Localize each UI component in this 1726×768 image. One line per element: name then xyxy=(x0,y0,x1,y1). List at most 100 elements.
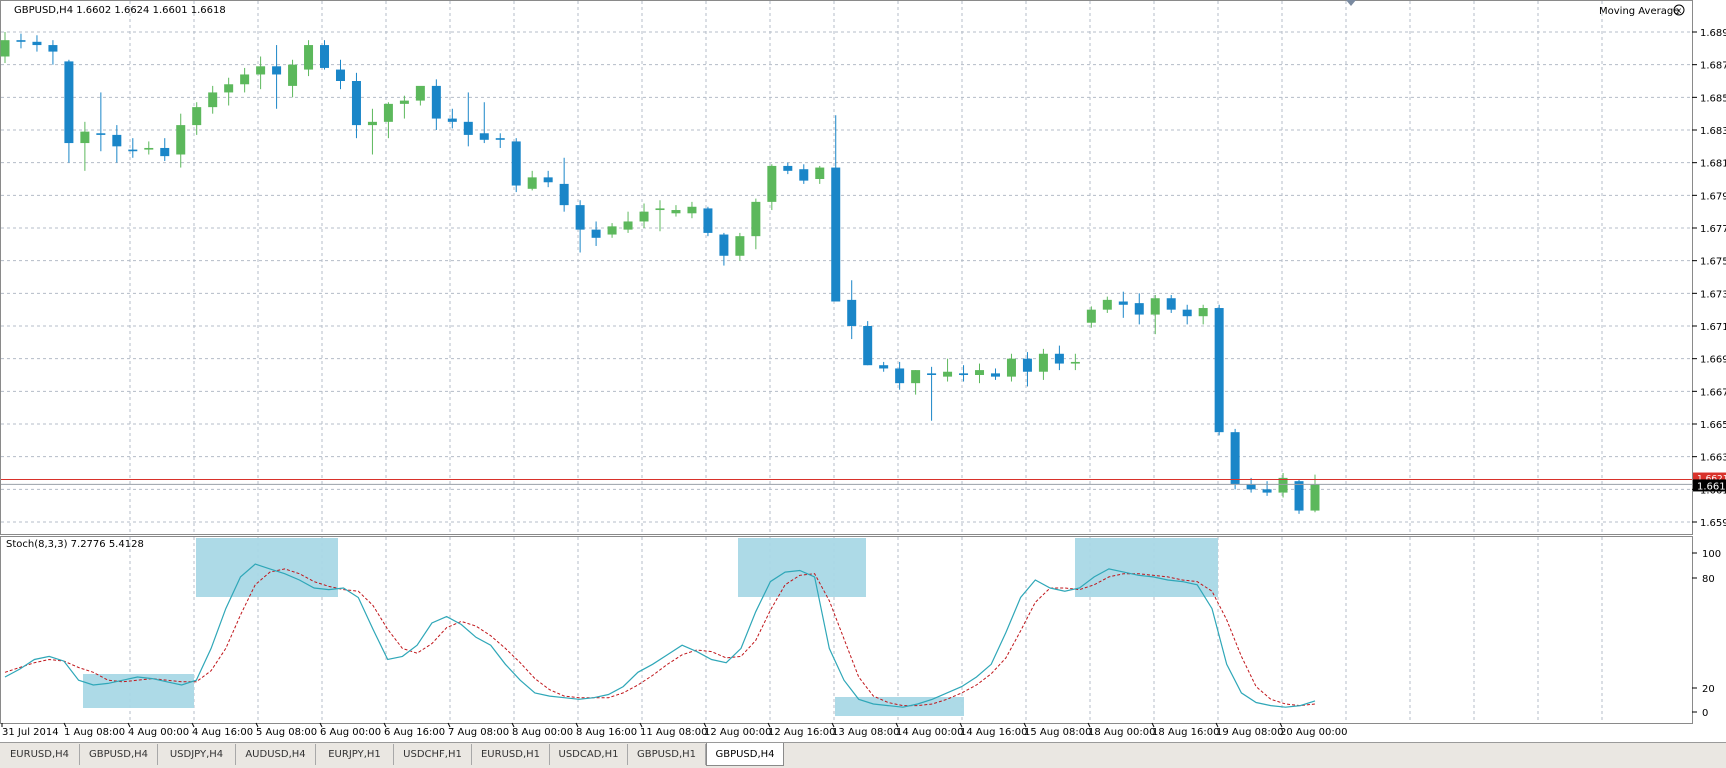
price-chart[interactable]: 1.6895 1.6875 1.6855 1.6835 1.6815 1.6795 1.67… xyxy=(0,0,1726,744)
candle-body xyxy=(1134,303,1144,315)
time-tick-label: 18 Aug 16:00 xyxy=(1152,727,1219,738)
candle-body xyxy=(463,121,473,135)
chart-tab[interactable]: EURUSD,H1 xyxy=(472,744,550,765)
chart-shift-marker-icon[interactable] xyxy=(1346,0,1356,6)
time-tick-label: 20 Aug 00:00 xyxy=(1280,727,1347,738)
candle-body xyxy=(943,371,953,377)
time-tick-label: 18 Aug 00:00 xyxy=(1088,727,1155,738)
price-tick-label: 1.6715 xyxy=(1700,322,1726,333)
price-tick-label: 1.6595 xyxy=(1700,518,1726,529)
chart-tab[interactable]: EURJPY,H1 xyxy=(316,744,394,765)
candle-body xyxy=(1086,309,1096,323)
price-tick-label: 1.6755 xyxy=(1700,257,1726,268)
candle-body xyxy=(1006,358,1016,377)
candle-body xyxy=(288,64,298,86)
candle-body xyxy=(256,66,266,75)
chart-tab[interactable]: AUDUSD,H4 xyxy=(236,744,316,765)
candle-body xyxy=(847,299,857,326)
candle-body xyxy=(703,208,713,233)
candle-body xyxy=(192,107,202,126)
time-tick-label: 6 Aug 16:00 xyxy=(384,727,445,738)
time-tick-mark xyxy=(1279,722,1283,728)
time-tick-mark xyxy=(1023,722,1027,728)
chart-window[interactable]: 1.6895 1.6875 1.6855 1.6835 1.6815 1.6795 1.67… xyxy=(0,0,1726,744)
candle-body xyxy=(351,81,361,126)
stoch-signal-line xyxy=(4,568,1316,707)
candle-body xyxy=(495,138,505,140)
candle-body xyxy=(687,206,697,214)
time-tick-label: 5 Aug 08:00 xyxy=(256,727,317,738)
candle-body xyxy=(48,45,58,52)
candle-body xyxy=(879,365,889,369)
candle-body xyxy=(80,131,90,144)
candle-body xyxy=(575,205,585,230)
chart-tab-bar: EURUSD,H4 GBPUSD,H4 USDJPY,H4 AUDUSD,H4 EURJ… xyxy=(0,742,1726,768)
stoch-highlight-zone xyxy=(1075,538,1218,597)
candle-body xyxy=(320,45,330,68)
price-tick-label: 1.6795 xyxy=(1700,191,1726,202)
candle-body xyxy=(1118,301,1128,305)
price-tick-label: 1.6695 xyxy=(1700,355,1726,366)
time-tick-label: 8 Aug 16:00 xyxy=(576,727,637,738)
main-panel xyxy=(0,0,1693,535)
price-tick-label: 1.6875 xyxy=(1700,61,1726,72)
candle-body xyxy=(959,373,969,375)
candle-body xyxy=(863,326,873,366)
indicator-label[interactable]: Moving Average xyxy=(1599,6,1679,17)
chart-tab[interactable]: USDJPY,H4 xyxy=(158,744,236,765)
candle-body xyxy=(543,177,553,183)
chart-tab[interactable]: GBPUSD,H1 xyxy=(628,744,706,765)
candle-body xyxy=(112,134,122,147)
close-indicator-icon[interactable]: x xyxy=(1673,4,1685,16)
candle-body xyxy=(1278,477,1288,493)
time-tick-label: 8 Aug 00:00 xyxy=(512,727,573,738)
chart-tab[interactable]: GBPUSD,H4 xyxy=(706,743,784,766)
candle-body xyxy=(511,141,521,186)
candle-body xyxy=(32,41,42,46)
candle-body xyxy=(431,85,441,119)
candle-body xyxy=(1070,361,1080,364)
candle-body xyxy=(479,133,489,140)
candle-body xyxy=(1022,358,1032,372)
time-tick-mark xyxy=(127,722,131,728)
candle-body xyxy=(399,100,409,104)
candle-body xyxy=(559,183,569,206)
time-tick-label: 14 Aug 16:00 xyxy=(960,727,1027,738)
candle-body xyxy=(415,85,425,101)
chart-tab[interactable]: USDCAD,H1 xyxy=(550,744,628,765)
time-tick-mark xyxy=(191,722,195,728)
stoch-main-line xyxy=(4,563,1316,708)
candle-body xyxy=(799,169,809,181)
svg-text:x: x xyxy=(1677,6,1682,15)
price-tick-label: 1.6815 xyxy=(1700,159,1726,170)
candle-body xyxy=(1262,489,1272,493)
candle-body xyxy=(240,74,250,85)
time-tick-label: 12 Aug 16:00 xyxy=(768,727,835,738)
candle-body xyxy=(128,149,138,152)
candle-body xyxy=(1246,484,1256,490)
candle-body xyxy=(64,61,74,144)
price-tick-label: 1.6895 xyxy=(1700,28,1726,39)
stoch-tick-label: 100 xyxy=(1702,549,1721,560)
candle-body xyxy=(160,147,170,157)
price-tick-label: 1.6775 xyxy=(1700,224,1726,235)
time-tick-label: 12 Aug 00:00 xyxy=(704,727,771,738)
candle-body xyxy=(735,236,745,256)
candle-body xyxy=(751,201,761,237)
chart-tab[interactable]: USDCHF,H1 xyxy=(394,744,472,765)
chart-tab[interactable]: EURUSD,H4 xyxy=(0,744,80,765)
candle-body xyxy=(96,133,106,135)
price-tick-label: 1.6855 xyxy=(1700,93,1726,104)
time-tick-mark xyxy=(63,722,67,728)
candle-body xyxy=(176,125,186,155)
current-price-label: 1.6618 xyxy=(1697,481,1726,492)
candle-body xyxy=(304,45,314,70)
candle-body xyxy=(1230,432,1240,485)
stoch-header: Stoch(8,3,3) 7.2776 5.4128 xyxy=(6,539,144,550)
candle-body xyxy=(911,370,921,384)
candle-body xyxy=(831,167,841,302)
stoch-tick-label: 0 xyxy=(1702,708,1708,719)
stoch-highlight-zone xyxy=(83,674,194,708)
chart-tab[interactable]: GBPUSD,H4 xyxy=(80,744,158,765)
candle-body xyxy=(208,92,218,108)
